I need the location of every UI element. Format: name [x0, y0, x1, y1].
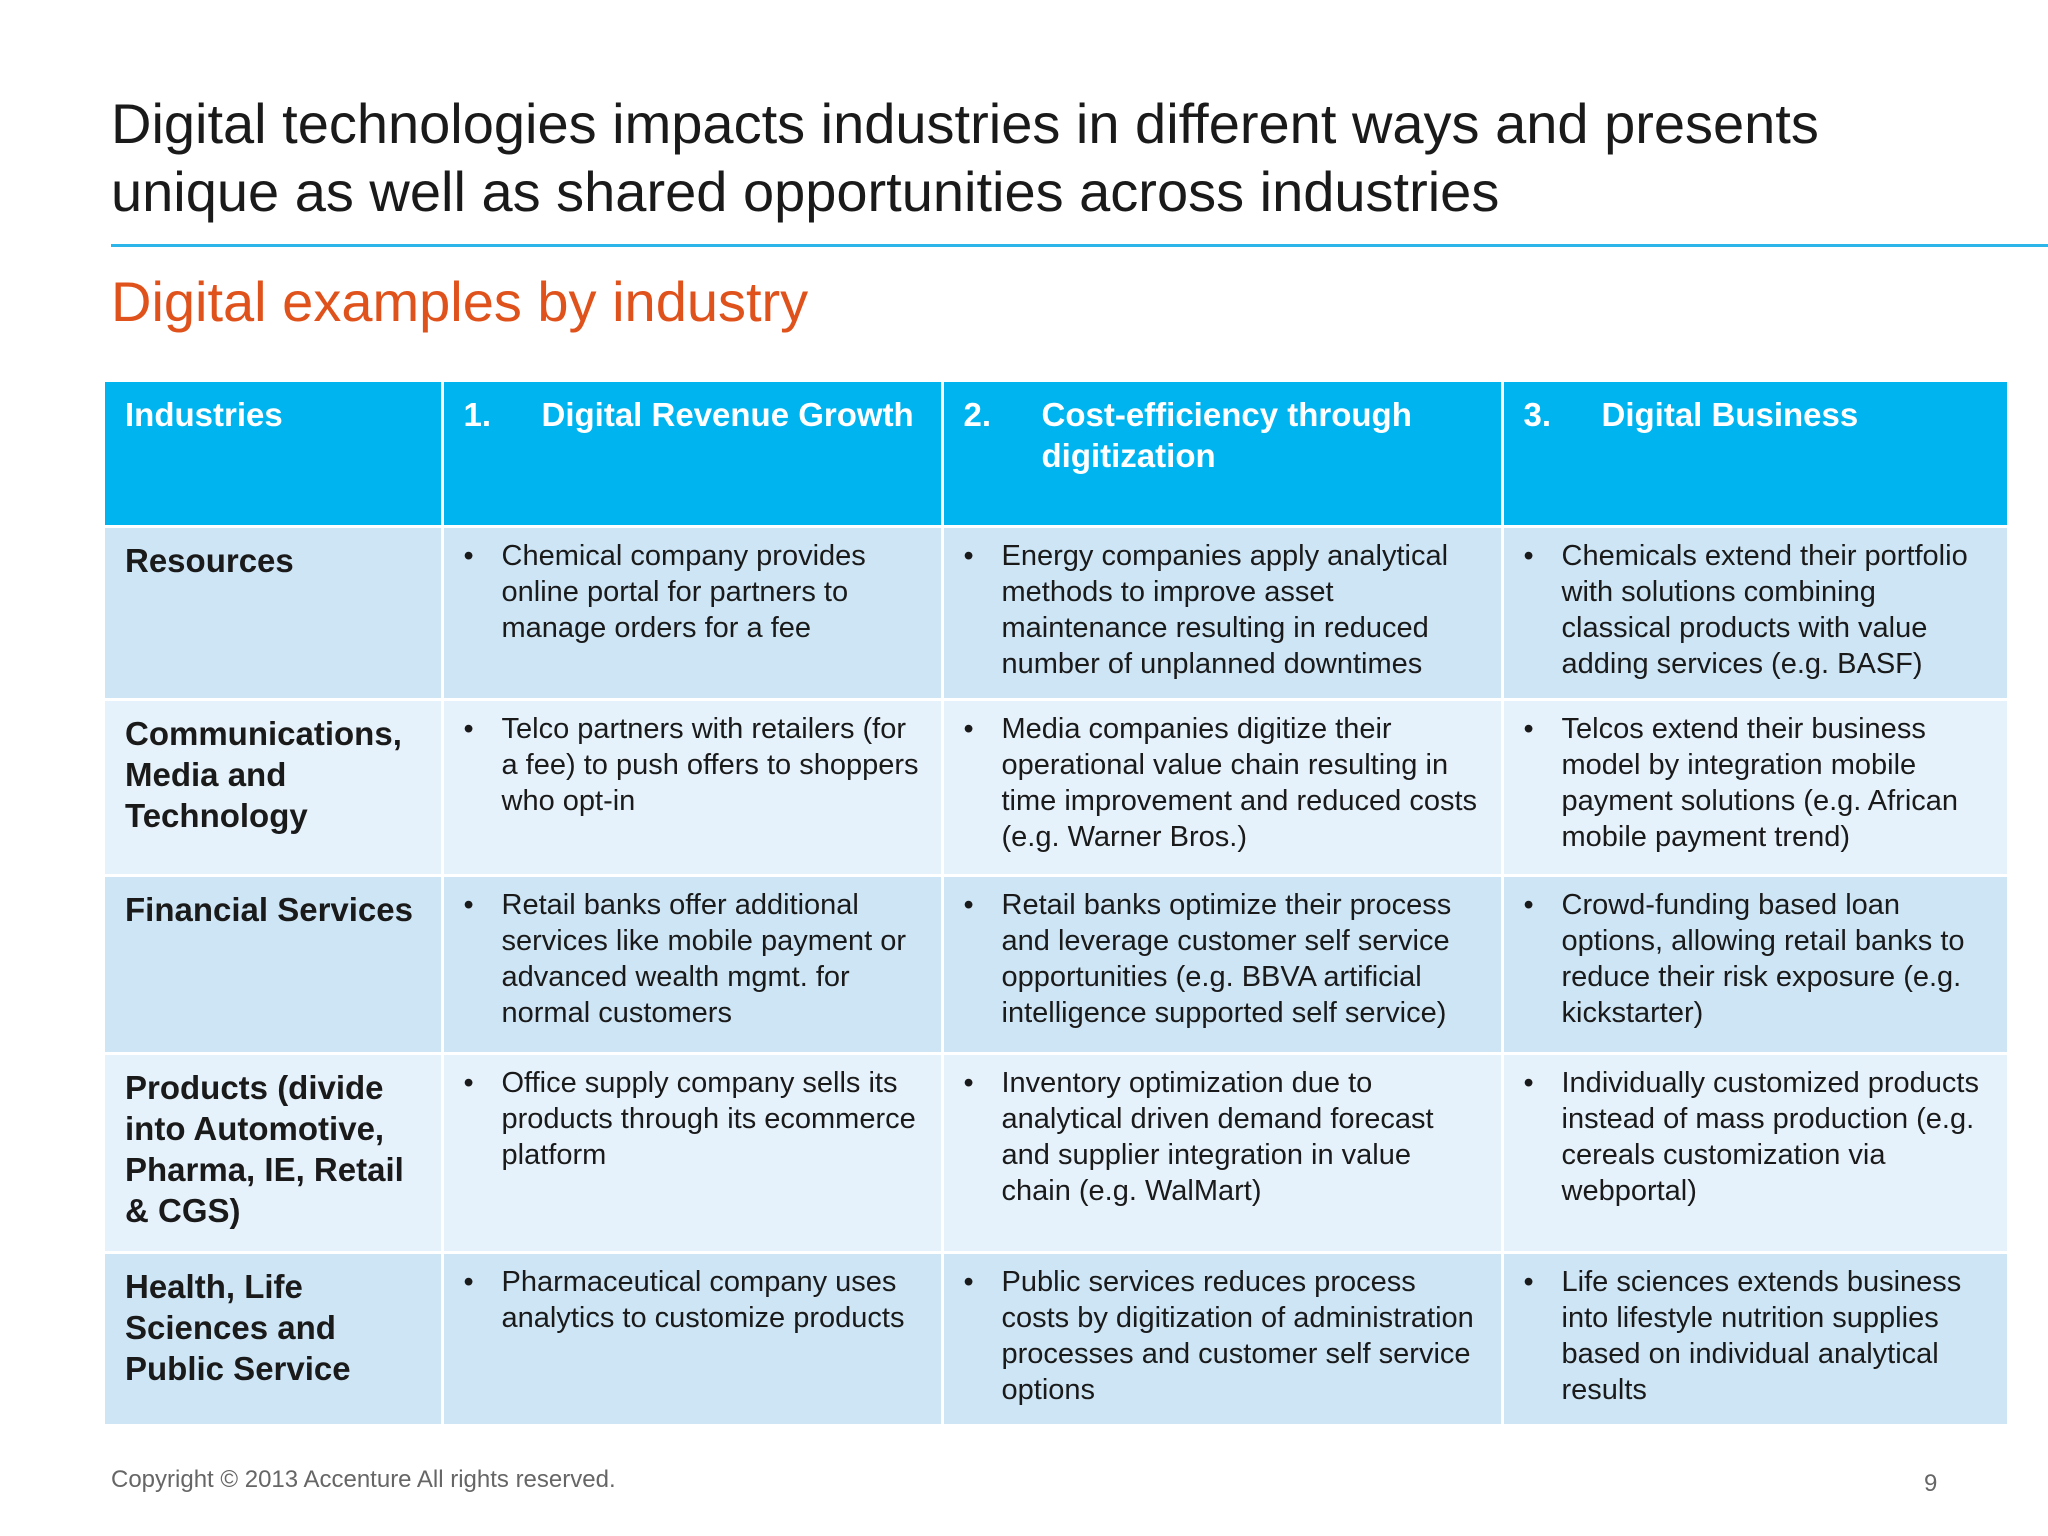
header-label: Digital Revenue Growth: [541, 396, 914, 433]
cell-text: Pharmaceutical company uses analytics to…: [501, 1266, 905, 1334]
header-industries: Industries: [105, 382, 444, 528]
bullet: •: [963, 1266, 974, 1298]
header-label: Cost-efficiency through digitization: [1041, 396, 1412, 474]
table-cell: • Media companies digitize their operatio…: [942, 699, 1504, 877]
cell-text: Energy companies apply analytical method…: [1001, 540, 1449, 680]
cell-text: Telco partners with retailers (for a fee…: [501, 713, 919, 817]
table-row-products: Products (divide into Automotive, Pharma…: [105, 1053, 2007, 1254]
bullet: •: [1523, 540, 1534, 572]
table-cell: • Retail banks offer additional services …: [442, 875, 944, 1055]
table-cell: • Inventory optimization due to analytica…: [942, 1053, 1504, 1254]
cell-text: Chemicals extend their portfolio with so…: [1561, 540, 1968, 680]
industry-cell: Communications, Media and Technology: [105, 699, 444, 877]
bullet: •: [963, 1067, 974, 1099]
table-row-health: Health, Life Sciences and Public Service…: [105, 1252, 2007, 1427]
bullet: •: [1523, 1266, 1534, 1298]
cell-text: Individually customized products instead…: [1561, 1067, 1979, 1207]
table-cell: • Public services reduces process costs b…: [942, 1252, 1504, 1427]
industry-cell: Products (divide into Automotive, Pharma…: [105, 1053, 444, 1254]
table-cell: • Telco partners with retailers (for a fe…: [442, 699, 944, 877]
cell-text: Retail banks optimize their process and …: [1001, 889, 1452, 1029]
industry-name: Communications, Media and Technology: [125, 715, 402, 834]
cell-text: Telcos extend their business model by in…: [1561, 713, 1959, 853]
cell-text: Office supply company sells its products…: [501, 1067, 916, 1171]
title-divider: [111, 244, 2048, 247]
table-row-communications: Communications, Media and Technology • Te…: [105, 699, 2007, 877]
table-cell: • Office supply company sells its product…: [442, 1053, 944, 1254]
page-number: 9: [1924, 1470, 1938, 1497]
cell-text: Life sciences extends business into life…: [1561, 1266, 1962, 1406]
industry-cell: Health, Life Sciences and Public Service: [105, 1252, 444, 1427]
bullet: •: [463, 1067, 474, 1099]
table-cell: • Individually customized products instea…: [1502, 1053, 2007, 1254]
industry-cell: Financial Services: [105, 875, 444, 1055]
table-cell: • Chemical company provides online portal…: [442, 526, 944, 701]
bullet: •: [963, 540, 974, 572]
bullet: •: [963, 889, 974, 921]
cell-text: Retail banks offer additional services l…: [501, 889, 907, 1029]
table-cell: • Energy companies apply analytical metho…: [942, 526, 1504, 701]
industry-name: Resources: [125, 542, 294, 579]
table-cell: • Pharmaceutical company uses analytics t…: [442, 1252, 944, 1427]
industry-examples-table: Industries 1. Digital Revenue Growth 2. Co…: [105, 382, 2007, 1427]
slide-title: Digital technologies impacts industries …: [111, 92, 1819, 223]
industry-cell: Resources: [105, 526, 444, 701]
industry-name: Products (divide into Automotive, Pharma…: [125, 1069, 404, 1229]
header-number: 3.: [1523, 396, 1552, 433]
cell-text: Public services reduces process costs by…: [1001, 1266, 1474, 1406]
industry-name: Financial Services: [125, 891, 413, 928]
slide-subtitle: Digital examples by industry: [111, 270, 809, 333]
bullet: •: [463, 889, 474, 921]
cell-text: Crowd-funding based loan options, allowi…: [1561, 889, 1965, 1029]
cell-text: Chemical company provides online portal …: [501, 540, 866, 644]
table-cell: • Life sciences extends business into lif…: [1502, 1252, 2007, 1427]
table-row-resources: Resources • Chemical company provides onl…: [105, 526, 2007, 701]
header-cost-efficiency: 2. Cost-efficiency through digitization: [942, 382, 1504, 528]
header-label: Digital Business: [1601, 396, 1859, 433]
table-cell: • Retail banks optimize their process and…: [942, 875, 1504, 1055]
bullet: •: [463, 713, 474, 745]
header-digital-revenue-growth: 1. Digital Revenue Growth: [442, 382, 944, 528]
header-digital-business: 3. Digital Business: [1502, 382, 2007, 528]
bullet: •: [1523, 1067, 1534, 1099]
table-cell: • Chemicals extend their portfolio with s…: [1502, 526, 2007, 701]
industry-name: Health, Life Sciences and Public Service: [125, 1268, 351, 1387]
cell-text: Inventory optimization due to analytical…: [1001, 1067, 1434, 1207]
table-cell: • Telcos extend their business model by i…: [1502, 699, 2007, 877]
table-header-row: Industries 1. Digital Revenue Growth 2. Co…: [105, 382, 2007, 528]
bullet: •: [463, 1266, 474, 1298]
header-label: Industries: [125, 396, 283, 433]
bullet: •: [463, 540, 474, 572]
bullet: •: [1523, 889, 1534, 921]
cell-text: Media companies digitize their operation…: [1001, 713, 1478, 853]
table-cell: • Crowd-funding based loan options, allow…: [1502, 875, 2007, 1055]
header-number: 1.: [463, 396, 492, 433]
bullet: •: [1523, 713, 1534, 745]
header-number: 2.: [963, 396, 992, 433]
table-row-financial-services: Financial Services • Retail banks offer a…: [105, 875, 2007, 1055]
bullet: •: [963, 713, 974, 745]
copyright-footer: Copyright © 2013 Accenture All rights re…: [111, 1466, 616, 1493]
